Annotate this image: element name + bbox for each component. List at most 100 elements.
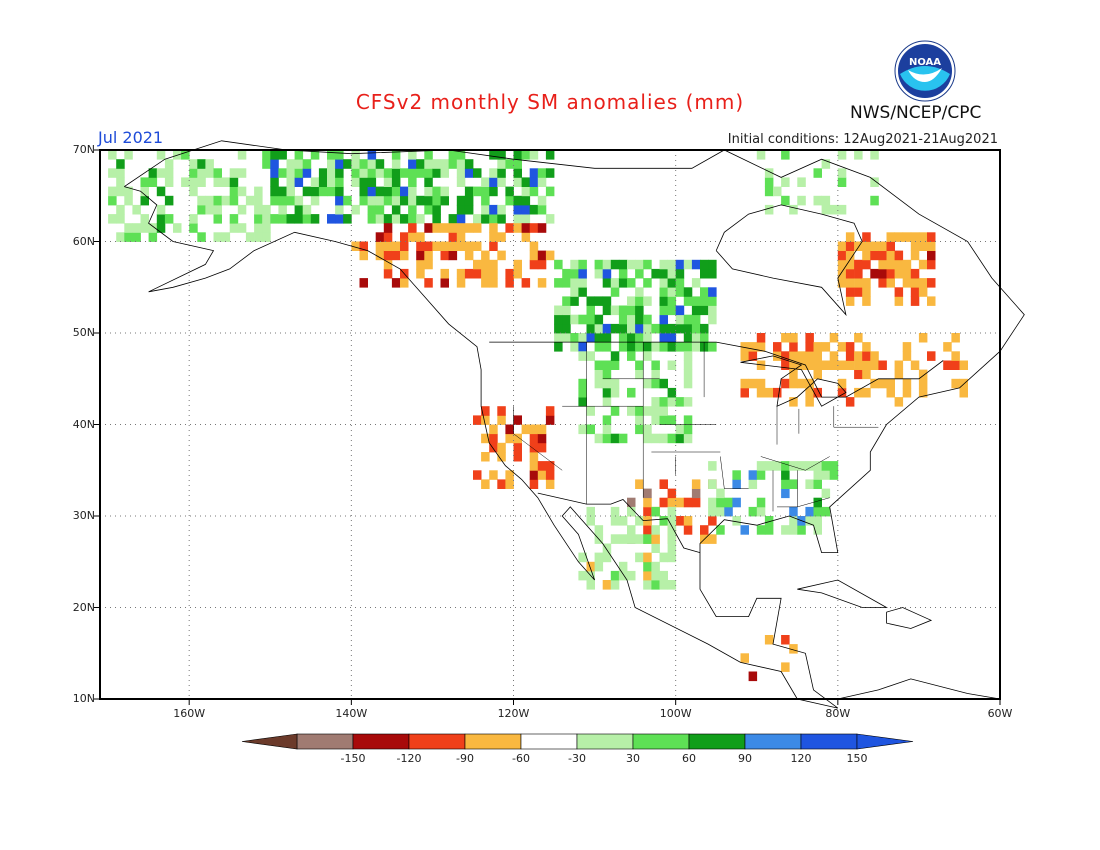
anomaly-cell — [375, 250, 385, 261]
anomaly-cell — [675, 305, 685, 316]
anomaly-cell — [327, 168, 336, 178]
anomaly-cell — [675, 397, 685, 407]
anomaly-cell — [464, 186, 474, 197]
anomaly-cell — [602, 424, 612, 435]
anomaly-cell — [797, 525, 806, 535]
anomaly-cell — [667, 323, 677, 334]
anomaly-cell — [651, 525, 660, 535]
anomaly-cell — [610, 323, 620, 334]
anomaly-cell — [594, 552, 604, 563]
anomaly-cell — [237, 186, 247, 197]
anomaly-cell — [756, 342, 766, 352]
anomaly-cell — [513, 214, 522, 224]
anomaly-cell — [837, 241, 847, 251]
anomaly-cell — [951, 360, 960, 370]
anomaly-cell — [408, 223, 417, 233]
anomaly-cell — [805, 516, 814, 526]
anomaly-cell — [756, 360, 766, 370]
anomaly-cell — [156, 204, 166, 215]
anomaly-cell — [408, 232, 417, 242]
anomaly-cell — [586, 561, 595, 572]
anomaly-cell — [473, 241, 482, 251]
anomaly-cell — [464, 159, 474, 169]
colorbar-high-arrow — [856, 733, 914, 750]
anomaly-cell — [229, 168, 239, 178]
anomaly-cell — [700, 333, 709, 343]
anomaly-cell — [910, 250, 920, 261]
anomaly-cell — [497, 250, 506, 261]
anomaly-cell — [805, 342, 814, 352]
anomaly-cell — [683, 259, 693, 270]
anomaly-cell — [854, 278, 863, 288]
anomaly-cell — [481, 204, 490, 215]
anomaly-cell — [602, 296, 612, 306]
anomaly-cell — [537, 195, 547, 206]
anomaly-cell — [643, 296, 652, 306]
anomaly-cell — [456, 268, 466, 279]
anomaly-cell — [675, 516, 685, 526]
anomaly-cell — [918, 369, 928, 380]
anomaly-cell — [805, 333, 814, 343]
anomaly-cell — [813, 168, 822, 178]
anomaly-cell — [562, 278, 571, 288]
anomaly-cell — [408, 186, 417, 197]
anomaly-cell — [627, 387, 636, 398]
anomaly-cell — [537, 177, 547, 187]
anomaly-cell — [635, 323, 644, 334]
anomaly-cell — [497, 177, 506, 187]
anomaly-cell — [627, 342, 636, 352]
anomaly-cell — [521, 424, 531, 435]
anomaly-cell — [521, 195, 531, 206]
anomaly-cell — [789, 479, 798, 489]
anomaly-cell — [651, 406, 660, 416]
anomaly-cell — [489, 177, 498, 187]
anomaly-cell — [837, 259, 847, 270]
anomaly-cell — [545, 479, 555, 489]
anomaly-cell — [327, 186, 336, 197]
anomaly-cells — [108, 150, 968, 682]
anomaly-cell — [602, 323, 612, 334]
anomaly-cell — [481, 452, 490, 462]
anomaly-cell — [845, 232, 855, 242]
anomaly-cell — [537, 424, 547, 435]
anomaly-cell — [602, 415, 612, 425]
anomaly-cell — [667, 506, 677, 517]
anomaly-cell — [651, 570, 660, 581]
anomaly-cell — [570, 268, 579, 279]
anomaly-cell — [643, 506, 652, 517]
anomaly-cell — [683, 351, 693, 361]
anomaly-cell — [667, 342, 677, 352]
anomaly-cell — [773, 461, 782, 471]
anomaly-cell — [910, 241, 920, 251]
anomaly-cell — [440, 223, 449, 233]
anomaly-cell — [513, 195, 522, 206]
anomaly-cell — [497, 415, 506, 425]
anomaly-cell — [335, 168, 344, 178]
anomaly-cell — [359, 168, 368, 178]
anomaly-cell — [464, 168, 474, 178]
anomaly-cell — [116, 177, 125, 187]
anomaly-cell — [627, 314, 636, 325]
anomaly-cell — [894, 250, 904, 261]
anomaly-cell — [691, 323, 701, 334]
anomaly-cell — [781, 635, 790, 645]
anomaly-cell — [943, 342, 952, 352]
anomaly-cell — [351, 204, 360, 215]
anomaly-cell — [408, 204, 417, 215]
anomaly-cell — [918, 287, 928, 297]
anomaly-cell — [781, 461, 790, 471]
anomaly-cell — [124, 186, 133, 197]
anomaly-cell — [505, 479, 514, 489]
anomaly-cell — [878, 278, 887, 288]
anomaly-cell — [635, 424, 644, 435]
anomaly-cell — [610, 360, 620, 370]
anomaly-cell — [440, 186, 449, 197]
anomaly-cell — [959, 387, 968, 398]
anomaly-cell — [829, 204, 839, 215]
anomaly-cell — [732, 479, 741, 489]
anomaly-cell — [886, 387, 895, 398]
us-mexico-border — [537, 492, 701, 553]
anomaly-cell — [359, 177, 368, 187]
anomaly-cell — [700, 296, 709, 306]
anomaly-cell — [764, 525, 774, 535]
